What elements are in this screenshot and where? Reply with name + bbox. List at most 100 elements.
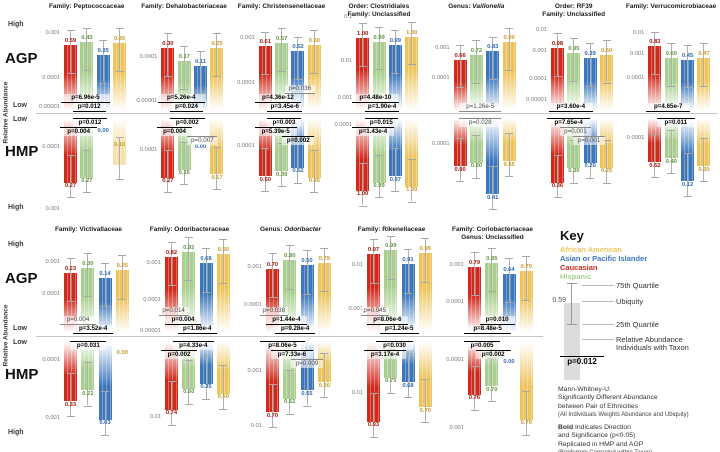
whisker-cap xyxy=(82,192,91,194)
axis-tick-label: 0.001 xyxy=(532,47,547,54)
p-value: p=0.003 xyxy=(267,118,301,127)
whisker-cap xyxy=(167,424,176,426)
section-hmp: 0.0001 1.00 0.99 0.97 1.00 p=0.015 p=1.43e-4 xyxy=(330,117,427,207)
section-agp: 0.001 0.0001 0.23 0.30 0.14 0.25 p=3.52e-4 p=0.… xyxy=(38,250,139,334)
ubiquity-value-african_american: 0.45 xyxy=(308,178,321,185)
whisker-line xyxy=(171,241,172,286)
whisker-cap xyxy=(66,30,75,31)
p-value: p=0.002 xyxy=(160,350,198,359)
p-value: p=4.33e-4 xyxy=(172,341,214,350)
panel-title-text: Family: Unclassified xyxy=(347,11,411,18)
whisker-line xyxy=(492,166,494,209)
whisker-cap xyxy=(391,148,400,150)
ubiquity-value-hispanic: 0.80 xyxy=(284,253,296,260)
p-value: p=0.004 xyxy=(164,316,202,325)
section-hmp: 0.0001 0.27 0.15 0.00 0.17 p=0.002 p=0.004 p=0.… xyxy=(135,117,232,199)
whisker-cap xyxy=(83,405,92,407)
p-value: p=5.26e-4 xyxy=(157,94,205,103)
ubiquity-value-african_american: 0.70 xyxy=(520,264,532,270)
whisker-cap xyxy=(196,51,205,53)
p-value: p=0.002 xyxy=(282,136,315,145)
whisker-cap xyxy=(421,238,430,240)
whisker-line xyxy=(424,378,426,423)
whisker-line xyxy=(491,357,493,402)
axis-tick-label: 0.01 xyxy=(351,262,363,269)
whisker-cap xyxy=(66,372,75,374)
bar-caucasian xyxy=(551,48,564,112)
whisker-line xyxy=(687,44,689,88)
key-abundance-box xyxy=(564,303,580,380)
whisker-line xyxy=(205,248,207,292)
whisker-line xyxy=(703,43,705,86)
axis-tick-label: 0.001 xyxy=(435,45,450,51)
ubiquity-value-asian_pacific_islander: 0.00 xyxy=(194,144,207,151)
section-hmp: 0.01 0.93 0.75 0.68 0.70 p=0.030 p=3.17e-4 xyxy=(341,340,442,438)
whisker-cap xyxy=(404,249,412,251)
axis-tick-label: 0.0001 xyxy=(334,122,353,129)
whisker-cap xyxy=(320,291,329,293)
panel-title-line: Family: Coriobacteriaceae xyxy=(442,226,543,234)
axis-high-label: High xyxy=(8,429,24,436)
ubiquity-value-caucasian: 0.83 xyxy=(649,39,661,46)
whisker-line xyxy=(323,247,325,292)
agp-hmp-divider xyxy=(36,336,543,337)
bar-asian_pacific_islander xyxy=(199,263,213,334)
section-agp: 0.1 0.01 0.001 1.00 0.99 0.99 1.00 p=1.90e-4 p=4… xyxy=(330,14,427,112)
ubiquity-value-caucasian: 0.82 xyxy=(165,249,178,256)
panel-title-text: Family: Victivallaceae xyxy=(54,226,123,233)
whisker-line xyxy=(297,36,299,80)
ubiquity-value-caucasian: 0.27 xyxy=(64,183,77,190)
panel-title-line: Genus: Unclassified xyxy=(442,234,543,242)
whisker-cap xyxy=(66,154,75,156)
whisker-line xyxy=(390,349,392,393)
ubiquity-value-caucasian: 0.90 xyxy=(454,166,466,173)
whisker-cap xyxy=(553,75,562,77)
whisker-cap xyxy=(115,71,124,72)
ubiquity-value-hispanic: 0.40 xyxy=(665,158,677,165)
whisker-cap xyxy=(683,195,692,197)
axis-tick-label: 0.001 xyxy=(449,425,464,432)
panel-title-text: Vaillonella xyxy=(472,3,505,10)
whisker-line xyxy=(167,149,169,193)
whisker-cap xyxy=(310,30,319,31)
whisker-line xyxy=(525,391,527,435)
whisker-cap xyxy=(118,298,127,300)
p-value: p=0.005 xyxy=(463,341,501,350)
whisker-cap xyxy=(310,149,319,151)
panel-title-line: Genus: Odoribacter xyxy=(240,226,341,234)
whisker-cap xyxy=(212,75,221,77)
whisker-line xyxy=(411,158,413,202)
ubiquity-value-african_american: 1.00 xyxy=(406,29,418,36)
section-agp: 0.001 0.0001 0.61 0.57 0.52 0.60 p=3.45e-6 p=4.… xyxy=(233,28,330,112)
ubiquity-value-asian_pacific_islander: 0.00 xyxy=(503,358,515,365)
panel-title-line: Order: RF39 xyxy=(525,3,622,11)
ubiquity-value-asian_pacific_islander: 0.45 xyxy=(681,52,694,59)
whisker-line xyxy=(272,253,273,298)
whisker-cap xyxy=(456,138,465,140)
bar-hispanic xyxy=(567,53,581,112)
axis-tick-label: 0.0001 xyxy=(529,76,547,83)
whisker-cap xyxy=(683,87,692,89)
section-hmp: 0.001 0.01 0.70 0.62 0.55 0.30 p=8.06e-5 p=7.33… xyxy=(240,340,341,429)
whisker-line xyxy=(394,30,396,73)
section-hmp: 0.0001 0.001 0.76 0.70 0.00 0.70 p=0.005 p=0.00… xyxy=(442,340,543,436)
whisker-line xyxy=(508,258,510,303)
axis-high-label: High xyxy=(8,21,24,28)
whisker-cap xyxy=(167,241,176,243)
whisker-cap xyxy=(470,366,479,367)
ubiquity-value-hispanic: 0.30 xyxy=(568,168,580,175)
whisker-cap xyxy=(369,436,378,438)
ubiquity-value-hispanic: 0.92 xyxy=(183,244,195,251)
whisker-line xyxy=(508,133,510,176)
bar-african_american xyxy=(307,44,321,112)
whisker-cap xyxy=(358,66,367,68)
panel-title-text: Odoribacter xyxy=(284,226,322,233)
whisker-line xyxy=(670,43,672,86)
whisker-cap xyxy=(407,21,416,23)
p-value: p=9.28e-4 xyxy=(275,325,315,334)
p-value: p=0.024 xyxy=(169,103,204,112)
axis-tick-label: 0.0001 xyxy=(431,141,450,148)
whisker-line xyxy=(216,33,218,76)
axis-low-label: Low xyxy=(13,102,27,109)
whisker-cap xyxy=(487,291,496,293)
